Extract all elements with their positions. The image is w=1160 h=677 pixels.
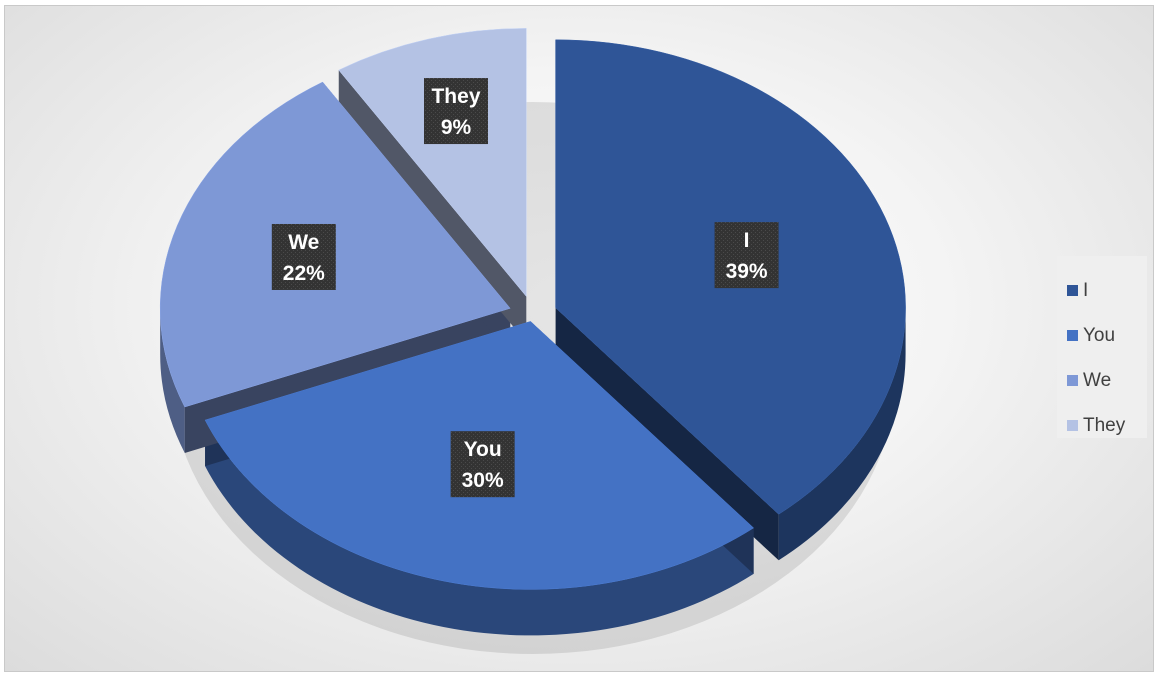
data-label-box-i <box>714 222 779 289</box>
legend-label-they: They <box>1083 414 1126 436</box>
legend-swatch-you <box>1067 330 1078 341</box>
data-label-we: We 22% <box>271 223 336 290</box>
data-label-i: I 39% <box>714 222 779 289</box>
data-label-you: You 30% <box>450 431 515 498</box>
data-label-box-you <box>450 431 515 498</box>
legend-label-you: You <box>1083 324 1116 346</box>
legend-label-i: I <box>1083 279 1089 301</box>
slice-side-you <box>205 420 754 636</box>
chart-area: I 39% You 30% We 22% They 9% I You We They <box>4 5 1154 672</box>
data-label-percent-we: 22% <box>283 262 325 285</box>
legend-item-you: You <box>1067 313 1147 358</box>
data-label-percent-you: 30% <box>462 469 504 492</box>
legend-label-we: We <box>1083 369 1112 391</box>
data-label-category-we: We <box>288 231 319 254</box>
legend: I You We They <box>1057 256 1147 438</box>
data-label-they: They 9% <box>423 78 488 145</box>
legend-swatch-they <box>1067 420 1078 431</box>
legend-swatch-i <box>1067 285 1078 296</box>
data-label-category-you: You <box>464 438 502 461</box>
legend-swatch-we <box>1067 375 1078 386</box>
legend-item-i: I <box>1067 268 1147 313</box>
data-label-category-they: They <box>431 85 480 108</box>
legend-item-they: They <box>1067 403 1147 448</box>
legend-item-we: We <box>1067 358 1147 403</box>
data-label-percent-they: 9% <box>441 116 472 139</box>
slice-side-i <box>778 307 906 561</box>
slice-wall-i-1 <box>555 307 779 561</box>
pie-chart: I 39% You 30% We 22% They 9% <box>159 28 906 654</box>
data-label-box-we <box>271 223 336 290</box>
slice-side-we <box>160 308 185 453</box>
data-label-box-they <box>423 78 488 145</box>
data-label-category-i: I <box>744 229 750 252</box>
data-label-percent-i: 39% <box>726 260 768 283</box>
